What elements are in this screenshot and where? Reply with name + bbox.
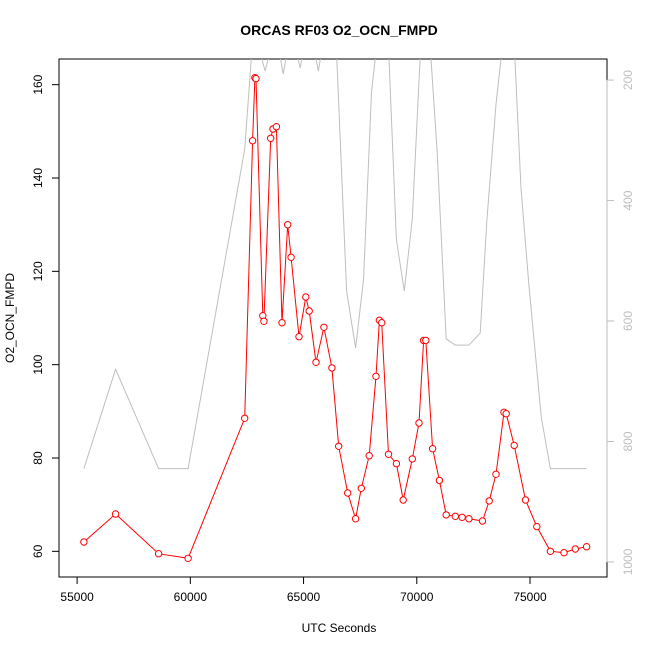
series-layer xyxy=(80,74,591,562)
data-point xyxy=(492,470,500,478)
y-axis-label: O2_OCN_FMPD xyxy=(3,273,17,363)
chart-title: ORCAS RF03 O2_OCN_FMPD xyxy=(240,22,438,38)
data-point xyxy=(335,442,343,450)
x-tick-label: 70000 xyxy=(400,590,434,604)
data-point xyxy=(305,307,313,315)
data-point xyxy=(272,123,281,131)
data-point xyxy=(328,364,336,372)
x-axis-label: UTC Seconds xyxy=(302,621,377,635)
y2-tick-label: 600 xyxy=(621,311,635,331)
data-point xyxy=(408,455,416,463)
data-point xyxy=(384,450,393,458)
data-point xyxy=(521,496,530,504)
y-axis: 60 80 100 120 140 160 xyxy=(31,74,60,558)
data-point xyxy=(241,414,249,422)
y2-axis: 200 400 600 800 1000 xyxy=(606,70,635,575)
data-point xyxy=(478,517,487,525)
data-point xyxy=(267,134,275,143)
y-tick-label: 60 xyxy=(31,544,45,558)
data-point xyxy=(111,510,120,518)
data-point xyxy=(365,452,373,460)
data-point xyxy=(372,372,380,380)
data-point xyxy=(415,419,423,427)
y2-tick-label: 1000 xyxy=(621,548,635,575)
data-point xyxy=(184,554,192,562)
data-point xyxy=(302,293,310,301)
data-point xyxy=(428,445,437,453)
data-point xyxy=(435,476,444,485)
data-point xyxy=(485,497,493,505)
data-point xyxy=(546,547,555,555)
x-tick-label: 60000 xyxy=(174,590,208,604)
data-point xyxy=(378,319,386,327)
y2-tick-label: 800 xyxy=(621,431,635,451)
y-tick-label: 100 xyxy=(31,354,45,374)
data-point xyxy=(312,358,320,366)
y2-tick-label: 400 xyxy=(621,190,635,210)
data-point xyxy=(442,511,450,519)
data-point xyxy=(284,221,292,229)
data-point xyxy=(287,253,295,261)
data-point xyxy=(252,74,260,83)
x-tick-label: 75000 xyxy=(513,590,547,604)
data-point xyxy=(560,549,568,557)
data-point xyxy=(582,543,591,551)
data-point xyxy=(154,550,163,558)
data-point xyxy=(248,137,257,145)
y-tick-label: 140 xyxy=(31,168,45,188)
data-point xyxy=(502,410,510,418)
data-point xyxy=(357,484,365,492)
x-tick-label: 65000 xyxy=(287,590,321,604)
data-point xyxy=(533,522,541,531)
data-point xyxy=(80,538,88,546)
data-point xyxy=(295,333,303,341)
data-point xyxy=(451,512,459,520)
y-tick-label: 120 xyxy=(31,261,45,281)
data-point xyxy=(278,319,286,327)
x-tick-label: 55000 xyxy=(60,590,94,604)
y-tick-label: 80 xyxy=(31,451,45,465)
data-point xyxy=(510,441,518,450)
data-point xyxy=(320,323,328,331)
y-tick-label: 160 xyxy=(31,74,45,94)
data-point xyxy=(351,515,360,523)
data-point xyxy=(392,459,401,468)
data-point xyxy=(571,545,579,553)
data-point xyxy=(458,513,466,521)
data-point xyxy=(399,496,407,504)
data-point xyxy=(344,489,352,497)
y2-tick-label: 200 xyxy=(621,70,635,90)
series-line xyxy=(83,76,587,559)
x-axis: 55000 60000 65000 70000 75000 xyxy=(60,576,547,604)
data-point xyxy=(422,336,430,345)
data-point xyxy=(260,317,268,325)
data-point xyxy=(465,515,473,523)
